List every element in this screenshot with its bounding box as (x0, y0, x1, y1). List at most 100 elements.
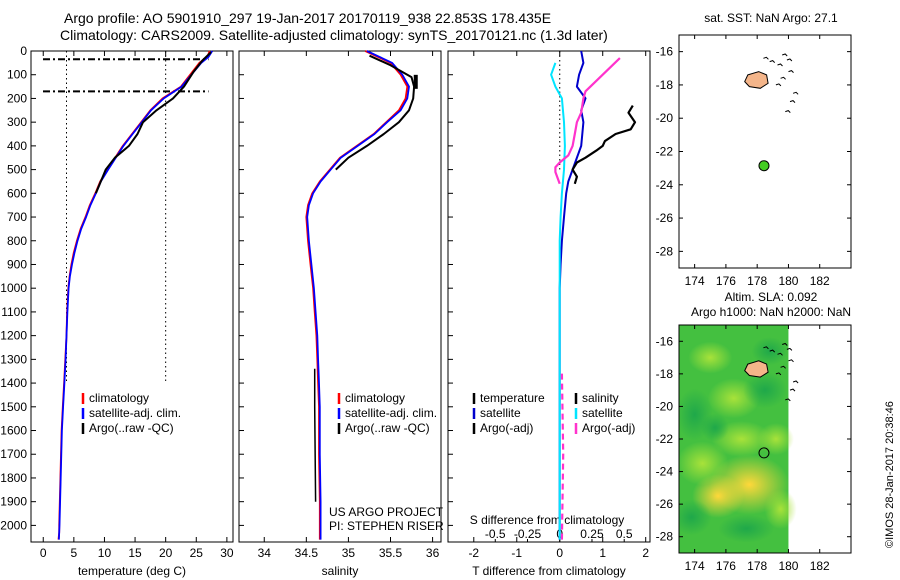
sst-map-islet-4 (780, 76, 786, 80)
depth-ticklabel-5: 500 (7, 163, 27, 177)
depth-ticklabel-6: 600 (7, 186, 27, 200)
diff-series-salinity-argo-deep (560, 373, 565, 540)
diff-legend-salinity-label-2: Argo(-adj) (582, 421, 635, 435)
sla-map-xticklabel-4: 182 (810, 559, 830, 573)
depth-ticklabel-9: 900 (7, 257, 27, 271)
salinity-argo-marker (413, 74, 418, 89)
diff-series-salinity-argo (554, 57, 621, 185)
sst-map-xticklabel-3: 180 (778, 274, 798, 288)
sla-map-islet-3 (788, 359, 794, 363)
sla-heatmap-blob-11 (764, 489, 797, 530)
depth-ticklabel-15: 1500 (0, 400, 27, 414)
salinity-legend-label-2: Argo(..raw -QC) (345, 421, 430, 435)
sla-heatmap-blob-10 (718, 514, 775, 543)
depth-ticklabel-16: 1600 (0, 424, 27, 438)
depth-ticklabel-2: 200 (7, 91, 27, 105)
tdiff-x-ticklabel-1: -1 (511, 546, 522, 560)
tdiff-xlabel: T difference from climatology (472, 564, 626, 578)
sla-map-islet-7 (789, 388, 796, 392)
salinity-series-climatology (305, 50, 409, 540)
temperature-legend-label-0: climatology (89, 391, 149, 405)
sla-map-yticklabel-6: -28 (656, 530, 674, 544)
depth-ticklabel-3: 300 (7, 115, 27, 129)
depth-ticklabel-19: 1900 (0, 495, 27, 509)
sdiff-ticklabel-0: -0.5 (485, 527, 506, 541)
sla-map-title-line1: Altim. SLA: 0.092 (725, 290, 818, 304)
temperature-series-satellite-adj-clim- (58, 50, 213, 540)
depth-ticklabel-13: 1300 (0, 352, 27, 366)
salinity-series-satellite-adj-clim- (306, 50, 410, 540)
temperature-xlabel: temperature (deg C) (78, 564, 186, 578)
salinity-x-ticklabel-0: 34 (258, 546, 272, 560)
salinity-footnote-project: US ARGO PROJECT (329, 505, 444, 519)
salinity-series-argo-deep (313, 368, 317, 502)
depth-ticklabel-12: 1200 (0, 329, 27, 343)
sla-map-xticklabel-0: 174 (685, 559, 705, 573)
temperature-x-ticklabel-6: 30 (220, 546, 234, 560)
depth-ticklabel-8: 800 (7, 234, 27, 248)
sst-map-islet-2 (786, 58, 793, 62)
temperature-x-ticklabel-2: 10 (98, 546, 112, 560)
sla-map-islet-4 (780, 365, 786, 369)
tdiff-x-ticklabel-3: 1 (599, 546, 606, 560)
salinity-legend-label-0: climatology (345, 391, 405, 405)
sla-heatmap-blob-0 (688, 341, 733, 374)
sst-map-yticklabel-1: -18 (656, 78, 674, 92)
temperature-x-ticklabel-5: 25 (190, 546, 204, 560)
sst-map-yticklabel-5: -26 (656, 211, 674, 225)
sla-map-islet-6 (792, 380, 799, 384)
temperature-legend-label-2: Argo(..raw -QC) (89, 421, 174, 435)
salinity-legend-label-1: satellite-adj. clim. (345, 406, 437, 420)
sla-heatmap (679, 325, 797, 553)
sst-map-islet-10 (782, 53, 788, 57)
sst-map-land-main-island (744, 71, 769, 89)
temperature-x-ticklabel-0: 0 (40, 546, 47, 560)
sst-map-islet-5 (775, 83, 782, 87)
salinity-xlabel: salinity (322, 564, 359, 578)
tdiff-x-ticklabel-0: -2 (468, 546, 479, 560)
sst-map-panel: sat. SST: NaN Argo: 27.1 174 176 178 180 182 -… (656, 11, 852, 288)
sla-map-islet-5 (775, 372, 782, 376)
temperature-panel: 0100200300400500600700800900100011001200… (0, 44, 234, 578)
sdiff-ticklabel-3: 0.25 (580, 527, 604, 541)
sla-map-yticklabel-5: -26 (656, 497, 674, 511)
sst-map-xticklabel-2: 178 (747, 274, 767, 288)
sla-map-islet-0 (769, 349, 776, 353)
sst-map-islet-7 (789, 100, 796, 103)
sla-map-yticklabel-0: -16 (656, 334, 674, 348)
sst-map-xticklabel-1: 176 (716, 274, 736, 288)
temperature-axes-frame (30, 50, 234, 543)
tdiff-x-ticklabel-4: 2 (642, 546, 649, 560)
diff-legend-temperature-label-1: satellite (480, 406, 521, 420)
salinity-panel: 34 34.5 35 35.5 36 climatologysatellite-adj. … (238, 50, 444, 578)
sla-map-islet-10 (782, 342, 788, 346)
sla-map-xticklabel-3: 180 (778, 559, 798, 573)
sst-map-frame (678, 34, 852, 269)
sst-map-islet-8 (763, 56, 769, 60)
sdiff-ticklabel-1: -0.25 (514, 527, 542, 541)
sst-map-islet-9 (785, 110, 791, 113)
figure-title-line2: Climatology: CARS2009. Satellite-adjuste… (60, 27, 608, 43)
diff-legend-temperature-label-2: Argo(-adj) (480, 421, 533, 435)
diff-series-temperature-argo (571, 105, 637, 185)
sst-map-yticklabel-4: -24 (656, 178, 674, 192)
sdiff-ticklabel-4: 0.5 (616, 527, 633, 541)
sla-map-land-main-island (744, 360, 769, 378)
sdiff-axis-label: S difference from climatology (470, 513, 625, 527)
depth-ticklabel-10: 1000 (0, 281, 27, 295)
sla-map-argo-position (758, 447, 770, 459)
sla-heatmap-blob-12 (700, 413, 729, 442)
sst-map-yticklabel-2: -20 (656, 111, 674, 125)
diff-legend-salinity-label-1: satellite (582, 406, 623, 420)
temperature-x-ticklabel-4: 20 (159, 546, 173, 560)
sla-map-yticklabel-2: -20 (656, 399, 674, 413)
depth-ticklabel-11: 1100 (1, 305, 27, 319)
diff-legend-temperature-label-0: temperature (480, 391, 545, 405)
temperature-x-ticklabel-3: 15 (128, 546, 142, 560)
sla-map-islet-8 (763, 346, 769, 350)
temperature-series-climatology (57, 50, 211, 540)
sst-map-islet-0 (769, 60, 776, 63)
sla-map-yticklabel-1: -18 (656, 367, 674, 381)
sla-map-xticklabel-1: 176 (716, 559, 736, 573)
